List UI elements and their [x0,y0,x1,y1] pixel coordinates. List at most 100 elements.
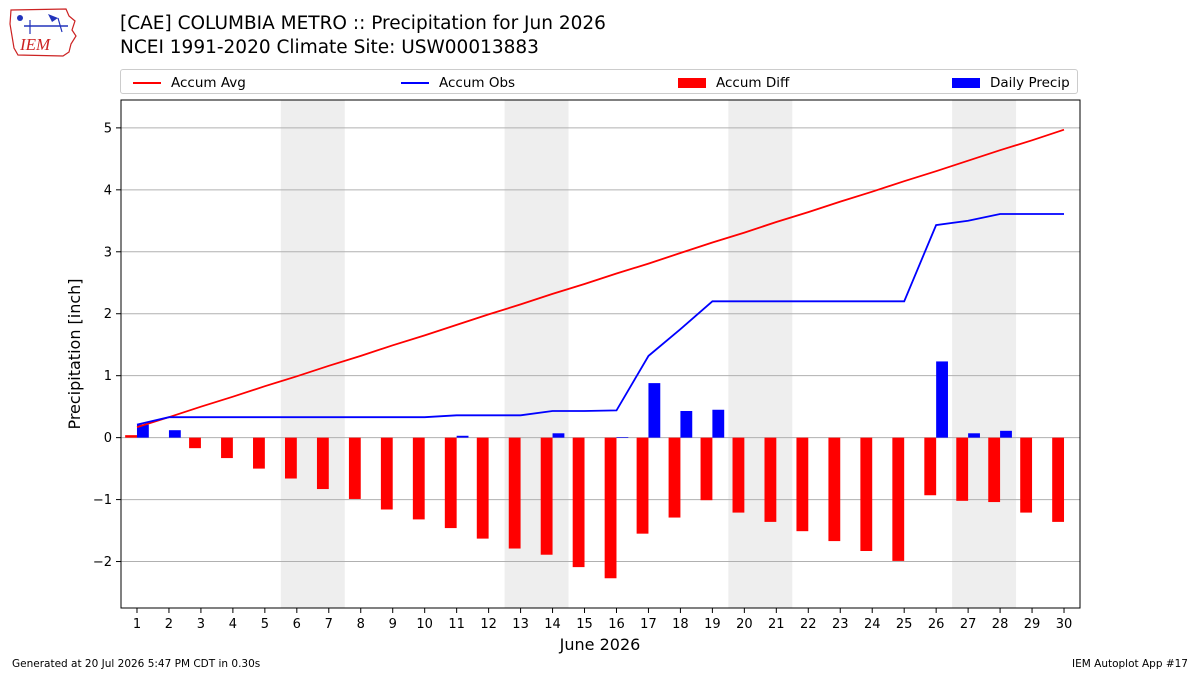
y-tick-label: −2 [93,555,112,570]
legend-item-daily-precip: Daily Precip [952,70,1070,95]
accum-diff-bar [125,435,137,438]
x-tick-label: 6 [293,617,301,632]
x-tick-label: 30 [1056,617,1073,632]
accum-diff-bar [924,437,937,496]
x-tick-label: 17 [640,617,657,632]
plot-frame [120,99,1081,609]
legend-label: Daily Precip [990,74,1070,91]
lines [136,128,1065,428]
accum-diff-bar [764,437,777,522]
accum-diff-bar [221,437,233,459]
accum-diff-bar [348,437,361,499]
x-tick-label: 23 [832,617,849,632]
x-tick-label: 4 [229,617,237,632]
x-tick-label: 3 [197,617,205,632]
accum-diff-bar [476,437,489,539]
weekend-band [728,100,793,608]
daily-precip-bar [456,435,469,438]
accum-obs-line [136,213,1064,426]
accum-diff-bar [540,437,553,555]
y-tick-label: 0 [104,431,112,446]
x-tick-label: 14 [544,617,561,632]
legend-swatch [401,81,429,84]
daily-precip-bar [136,424,149,438]
legend: Accum Avg Accum Obs Accum Diff Daily Pre… [120,69,1078,94]
daily-precip-bar [168,430,181,438]
x-tick-label: 5 [261,617,269,632]
y-tick-label: −1 [93,493,112,508]
accum-diff-bar [892,437,905,561]
weekend-band [952,100,1017,608]
legend-label: Accum Obs [439,74,516,91]
accum-diff-bar [189,437,201,449]
accum-diff-bar [1020,437,1033,513]
x-tick-label: 7 [325,617,333,632]
iem-logo: IEM [8,6,80,58]
accum-diff-bar [284,437,297,479]
x-tick-label: 21 [768,617,785,632]
x-tick-label: 2 [165,617,173,632]
x-tick-label: 11 [448,617,465,632]
x-tick-label: 1 [133,617,141,632]
accum-diff-bar [1052,437,1065,522]
x-tick-label: 9 [389,617,397,632]
bars [125,361,1065,579]
x-tick-label: 16 [608,617,625,632]
y-tick-label: 5 [104,121,112,136]
x-tick-label: 24 [864,617,881,632]
accum-diff-bar [668,437,681,518]
app-label: IEM Autoplot App #17 [1072,658,1188,670]
x-tick-label: 27 [960,617,977,632]
y-tick-label: 3 [104,245,112,260]
daily-precip-bar [968,433,980,438]
weekend-band [280,100,345,608]
legend-swatch [133,81,161,84]
legend-item-accum-obs: Accum Obs [401,70,515,95]
daily-precip-bar [712,409,725,438]
generated-timestamp: Generated at 20 Jul 2026 5:47 PM CDT in … [12,658,261,670]
legend-item-accum-avg: Accum Avg [133,70,246,95]
accum-diff-bar [988,437,1001,503]
x-tick-label: 22 [800,617,817,632]
accum-diff-bar [253,437,265,469]
daily-precip-bar [552,433,565,438]
accum-diff-bar [636,437,649,534]
x-tick-label: 26 [928,617,945,632]
x-axis-label: June 2026 [559,635,641,654]
x-tick-label: 29 [1024,617,1041,632]
weekend-shading [280,100,1017,608]
chart-subtitle: NCEI 1991-2020 Climate Site: USW00013883 [120,37,539,58]
y-tick-label: 2 [104,307,112,322]
x-tick-label: 19 [704,617,721,632]
accum-diff-bar [860,437,873,552]
y-tick-label: 4 [104,183,112,198]
accum-diff-bar [380,437,393,510]
iem-iowa-map-logo: IEM [9,8,77,57]
x-tick-label: 20 [736,617,753,632]
accum-diff-bar [700,437,713,501]
accum-diff-bar [444,437,457,529]
accum-diff-bar [572,437,585,568]
accum-diff-bar [508,437,521,549]
x-tick-label: 18 [672,617,689,632]
legend-label: Accum Diff [716,74,790,91]
accum-diff-bar [316,437,329,490]
daily-precip-bar [616,437,629,438]
daily-precip-bar [936,361,948,438]
daily-precip-bar [1000,430,1012,438]
daily-precip-bar [680,410,693,438]
daily-precip-bar [648,383,661,438]
accum-diff-bar [412,437,425,520]
y-axis-label: Precipitation [inch] [65,278,84,429]
gridlines [121,127,1080,563]
accum-diff-bar [956,437,969,501]
x-tick-label: 8 [357,617,365,632]
legend-item-accum-diff: Accum Diff [678,70,789,95]
accum-diff-bar [604,437,617,579]
x-tick-label: 25 [896,617,913,632]
x-tick-label: 13 [512,617,529,632]
chart-title: [CAE] COLUMBIA METRO :: Precipitation fo… [120,13,606,34]
accum-diff-bar [796,437,809,532]
accum-diff-bar [828,437,841,542]
